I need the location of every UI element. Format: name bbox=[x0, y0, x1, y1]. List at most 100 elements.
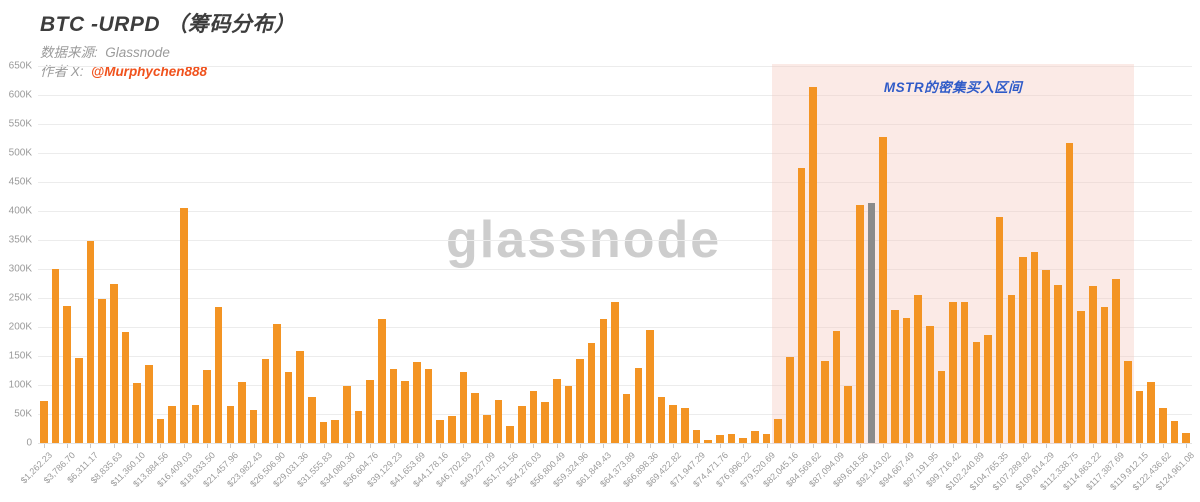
bar[interactable] bbox=[284, 372, 293, 443]
bar[interactable] bbox=[40, 400, 48, 443]
bar[interactable] bbox=[925, 326, 934, 443]
bar[interactable] bbox=[821, 361, 829, 443]
bar[interactable] bbox=[844, 386, 852, 443]
bar[interactable] bbox=[960, 302, 969, 443]
author-handle[interactable]: @Murphychen888 bbox=[91, 64, 207, 79]
bar[interactable] bbox=[599, 319, 608, 443]
bar[interactable] bbox=[646, 329, 654, 443]
bar[interactable] bbox=[238, 381, 246, 443]
bar[interactable] bbox=[681, 407, 689, 443]
bar[interactable] bbox=[786, 356, 794, 443]
bar[interactable] bbox=[622, 393, 631, 443]
bar[interactable] bbox=[902, 317, 911, 443]
bar[interactable] bbox=[762, 434, 771, 443]
bar[interactable] bbox=[1147, 382, 1155, 443]
bar[interactable] bbox=[343, 386, 351, 443]
bar[interactable] bbox=[727, 433, 736, 443]
bar[interactable] bbox=[226, 406, 235, 443]
bar[interactable] bbox=[494, 399, 503, 443]
bar[interactable] bbox=[587, 343, 596, 443]
bar[interactable] bbox=[1019, 257, 1027, 443]
bar[interactable] bbox=[809, 86, 817, 443]
bar[interactable] bbox=[506, 425, 514, 443]
bar[interactable] bbox=[203, 369, 211, 443]
bar[interactable] bbox=[1042, 269, 1051, 443]
bar[interactable] bbox=[459, 372, 468, 443]
bar[interactable] bbox=[378, 318, 386, 443]
bar[interactable] bbox=[1170, 420, 1179, 443]
bar[interactable] bbox=[261, 358, 270, 443]
bar[interactable] bbox=[657, 397, 666, 443]
bar[interactable] bbox=[144, 365, 153, 443]
bar[interactable] bbox=[109, 283, 118, 443]
bar[interactable] bbox=[1007, 294, 1016, 443]
bar[interactable] bbox=[482, 414, 491, 443]
bar[interactable] bbox=[1030, 252, 1039, 443]
bar[interactable] bbox=[436, 420, 444, 443]
bar[interactable] bbox=[716, 435, 724, 443]
bar[interactable] bbox=[1065, 142, 1074, 443]
bar[interactable] bbox=[179, 208, 188, 443]
bar[interactable] bbox=[86, 240, 95, 443]
bar[interactable] bbox=[669, 404, 678, 443]
bar[interactable] bbox=[1112, 278, 1121, 443]
bar[interactable] bbox=[1159, 408, 1167, 443]
bar[interactable] bbox=[319, 422, 328, 443]
bar[interactable] bbox=[331, 420, 340, 443]
bar[interactable] bbox=[448, 416, 456, 443]
bar[interactable] bbox=[74, 358, 83, 443]
bar[interactable] bbox=[832, 331, 841, 443]
bar[interactable] bbox=[63, 306, 71, 443]
bar[interactable] bbox=[529, 390, 538, 443]
bar[interactable] bbox=[1089, 286, 1097, 443]
bar[interactable] bbox=[855, 205, 864, 443]
bar[interactable] bbox=[273, 323, 281, 443]
bar[interactable] bbox=[564, 385, 573, 443]
bar[interactable] bbox=[879, 136, 887, 443]
bar[interactable] bbox=[401, 380, 409, 443]
bar[interactable] bbox=[914, 294, 922, 443]
bar[interactable] bbox=[366, 379, 374, 443]
bar[interactable] bbox=[354, 410, 363, 443]
bar[interactable] bbox=[774, 419, 782, 443]
bar[interactable] bbox=[389, 368, 398, 443]
bar[interactable] bbox=[1100, 307, 1109, 443]
bar[interactable] bbox=[576, 359, 584, 443]
bar[interactable] bbox=[972, 342, 981, 443]
bar[interactable] bbox=[191, 404, 200, 443]
bar[interactable] bbox=[634, 368, 643, 443]
bar[interactable] bbox=[611, 302, 619, 443]
bar[interactable] bbox=[121, 332, 130, 443]
bar[interactable] bbox=[949, 302, 957, 443]
bar[interactable] bbox=[1054, 284, 1062, 443]
bar[interactable] bbox=[751, 431, 759, 443]
bar[interactable] bbox=[156, 419, 165, 443]
bar[interactable] bbox=[797, 168, 806, 443]
bar[interactable] bbox=[1077, 311, 1086, 443]
bar[interactable] bbox=[552, 378, 561, 443]
bar[interactable] bbox=[541, 402, 549, 443]
bar[interactable] bbox=[1124, 361, 1132, 443]
bar[interactable] bbox=[1135, 391, 1144, 443]
bar[interactable] bbox=[704, 439, 713, 443]
bar[interactable] bbox=[296, 351, 305, 443]
bar[interactable] bbox=[692, 429, 701, 443]
bar[interactable] bbox=[424, 368, 433, 443]
bar[interactable] bbox=[984, 335, 992, 443]
bar[interactable] bbox=[168, 405, 176, 443]
bar[interactable] bbox=[1182, 433, 1190, 443]
bar[interactable] bbox=[413, 361, 421, 443]
bar[interactable] bbox=[133, 383, 141, 443]
bar[interactable] bbox=[51, 269, 60, 443]
bar[interactable] bbox=[98, 298, 106, 443]
bar[interactable] bbox=[995, 217, 1004, 443]
bar[interactable] bbox=[890, 309, 899, 443]
bar[interactable] bbox=[517, 405, 526, 443]
bar[interactable] bbox=[937, 370, 946, 443]
bar[interactable] bbox=[308, 397, 316, 443]
bar[interactable] bbox=[214, 307, 223, 443]
bar[interactable] bbox=[249, 409, 258, 443]
bar[interactable] bbox=[739, 437, 748, 443]
highlighted-bar[interactable] bbox=[867, 203, 876, 443]
bar[interactable] bbox=[471, 393, 479, 443]
